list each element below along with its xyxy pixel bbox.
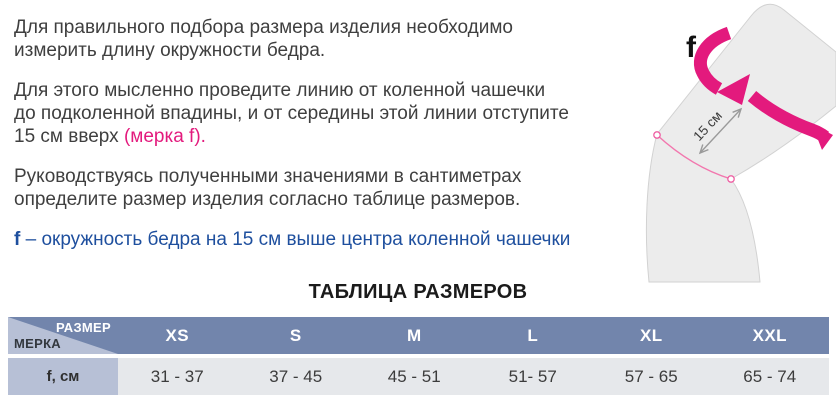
knee-line: [656, 134, 732, 180]
size-column-s: S: [289, 325, 302, 345]
value-s: 37 - 45: [269, 366, 323, 386]
circumference-arrow-tail-icon: [812, 124, 833, 150]
value-xl: 57 - 65: [624, 366, 678, 386]
size-column-l: L: [527, 325, 539, 345]
size-column-m: M: [406, 325, 422, 345]
size-table-title: ТАБЛИЦА РАЗМЕРОВ: [308, 281, 528, 303]
knee-line-dot-right: [727, 175, 735, 183]
measurement-arrow: [699, 108, 742, 154]
size-table-header-row: РАЗМЕР МЕРКА XS S M L XL XXL: [8, 317, 829, 354]
knee-line-dot-left: [653, 131, 661, 139]
mark-f-highlight: (мерка f).: [123, 126, 206, 147]
value-xxl: 65 - 74: [743, 366, 797, 386]
corner-cell: РАЗМЕР МЕРКА: [8, 317, 118, 354]
size-table: РАЗМЕР МЕРКА XS S M L XL XXL f, см 31 - …: [8, 317, 829, 395]
instructions-block: Для правильного подбора размера изделия …: [14, 16, 614, 268]
size-column-xs: XS: [165, 325, 189, 345]
value-l: 51- 57: [508, 366, 557, 386]
size-column-xl: XL: [639, 325, 663, 345]
leg-measurement-illustration: 15 см f: [645, 3, 836, 283]
measurement-arrowhead-top: [732, 107, 743, 118]
paragraph-table-reference: Руководствуясь полученными значениями в …: [14, 166, 522, 210]
circumference-arrow-front-icon: [693, 26, 732, 95]
f-term: f: [14, 229, 21, 250]
measurement-arrowhead-bottom: [698, 144, 709, 155]
f-label: f: [686, 31, 697, 64]
value-xs: 31 - 37: [150, 366, 204, 386]
circumference-arrowhead-icon: [717, 74, 750, 105]
paragraph-measure-method: Для этого мысленно проведите линию от ко…: [14, 79, 614, 148]
value-m: 45 - 51: [387, 366, 441, 386]
paragraph-measure-intro: Для правильного подбора размера изделия …: [14, 17, 513, 61]
table-row-gap: [8, 354, 829, 358]
method-text: Для этого мысленно проведите линию от ко…: [14, 80, 569, 147]
corner-label-size: РАЗМЕР: [55, 320, 111, 335]
corner-label-measure: МЕРКА: [14, 336, 61, 351]
row-label-f-cm: f, см: [8, 358, 118, 395]
size-column-xxl: XXL: [752, 325, 787, 345]
leg-shape: [645, 3, 836, 283]
size-table-data-row: f, см 31 - 37 37 - 45 45 - 51 51- 57 57 …: [8, 358, 829, 395]
f-definition-note: f – окружность бедра на 15 см выше центр…: [14, 228, 614, 251]
f-definition-text: – окружность бедра на 15 см выше центра …: [20, 229, 571, 250]
